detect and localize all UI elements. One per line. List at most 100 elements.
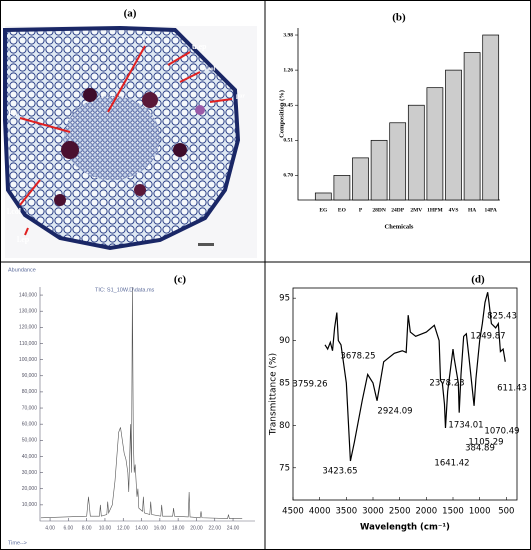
label: u.col <box>203 66 216 72</box>
annotation: TIC: S1_10W.D\data.ms <box>95 287 155 293</box>
y-axis-label: Transmittance (%) <box>269 353 279 436</box>
y-tick-label: 40,000 <box>22 454 38 460</box>
axes <box>292 287 518 501</box>
y-tick-label: 80 <box>279 421 290 431</box>
cell <box>61 141 79 159</box>
bar <box>445 69 462 201</box>
peak-label: 1641.42 <box>434 459 469 469</box>
y-tick-label: 3.98 <box>283 32 293 38</box>
peak-label: 1070.49 <box>484 427 519 437</box>
x-tick-label: 4.00 <box>45 525 55 531</box>
label: x.v <box>141 33 151 42</box>
x-tick-label: 20.00 <box>190 525 203 531</box>
x-tick-label: 4VS <box>449 207 459 213</box>
bar <box>426 87 444 201</box>
x-axis-label: Time--> <box>8 540 27 546</box>
label: Ph <box>8 109 18 118</box>
x-tick-label: 2MV <box>410 207 422 213</box>
peak-label: 1105.29 <box>468 438 503 448</box>
peak-label: 3678.25 <box>340 352 375 362</box>
bar <box>352 157 369 201</box>
x-tick-label: 24DP <box>391 207 404 213</box>
x-tick-label: 2000 <box>416 507 438 517</box>
cell <box>134 184 146 196</box>
x-tick-label: 1500 <box>442 507 464 517</box>
y-tick-label: 95 <box>279 294 290 304</box>
x-tick-label: EG <box>319 207 328 213</box>
y-tick-label: 120,000 <box>19 325 37 331</box>
x-tick-label: 10.00 <box>99 525 112 531</box>
cell <box>173 143 187 157</box>
x-tick-label: P <box>359 207 363 213</box>
x-axis-label: Chemicals <box>385 223 414 230</box>
bar <box>482 34 500 201</box>
x-tick-label: HA <box>468 207 476 213</box>
y-tick-label: 1.26 <box>283 67 293 73</box>
peak-label: 1734.01 <box>448 421 483 431</box>
panel-title: (d) <box>471 274 485 286</box>
y-tick-label: 130,000 <box>19 309 37 315</box>
x-tick-label: 3500 <box>336 507 358 517</box>
x-tick-label: 28DN <box>372 207 385 213</box>
x-tick-label: 8.00 <box>82 525 92 531</box>
peak-label: 825.43 <box>487 312 517 322</box>
y-tick-label: 90,000 <box>22 373 38 379</box>
bar <box>333 175 351 201</box>
x-tick-label: 500 <box>498 507 514 517</box>
panel-title: (a) <box>124 8 137 20</box>
x-tick-label: 3000 <box>362 507 384 517</box>
axes <box>39 287 255 522</box>
scale-bar <box>198 243 214 246</box>
peak-label: 3759.26 <box>292 380 327 390</box>
x-tick-label: 22.00 <box>208 525 221 531</box>
y-tick-label: 60,000 <box>22 422 38 428</box>
x-tick-label: 14.00 <box>135 525 148 531</box>
peak-label: 611.43 <box>497 384 527 394</box>
label: par <box>236 93 245 99</box>
y-tick-label: 70,000 <box>22 405 38 411</box>
x-tick-label: 1000 <box>469 507 491 517</box>
y-tick-label: 140,000 <box>19 292 37 298</box>
arrows <box>19 45 233 236</box>
y-tick-label: 0.51 <box>283 138 293 144</box>
x-tick-label: 6.00 <box>63 525 73 531</box>
label: l.ep <box>17 235 30 244</box>
cell <box>142 92 158 108</box>
bar <box>389 122 407 201</box>
label: l.col <box>7 207 22 216</box>
peak-label: 1249.87 <box>470 332 505 342</box>
label: u.ep <box>192 42 207 51</box>
peak-label: 3423.65 <box>322 467 357 477</box>
x-tick-label: 4000 <box>309 507 331 517</box>
x-tick-label: 1HPM <box>427 207 443 213</box>
peak-label: 384.89 <box>465 444 495 454</box>
bar <box>314 192 332 201</box>
bar <box>463 52 481 201</box>
x-tick-label: 16.00 <box>154 525 167 531</box>
y-tick-label: 100,000 <box>19 357 37 363</box>
y-tick-label: 6.70 <box>283 173 293 179</box>
x-tick-label: 2500 <box>389 507 411 517</box>
y-tick-label: 80,000 <box>22 389 38 395</box>
peak-label: 2924.09 <box>377 407 412 417</box>
panel-title: (b) <box>392 12 406 24</box>
data-line <box>324 292 506 462</box>
y-tick-label: 75 <box>279 463 290 473</box>
x-tick-label: EO <box>338 207 347 213</box>
y-tick-label: 50,000 <box>22 438 38 444</box>
panel-title: (c) <box>174 274 187 286</box>
x-tick-label: 12.00 <box>117 525 130 531</box>
y-tick-label: 30,000 <box>22 470 38 476</box>
y-tick-label: 10,000 <box>22 502 38 508</box>
x-tick-label: 14PA <box>484 207 496 213</box>
cell <box>83 88 97 102</box>
peak-label: 2378.23 <box>429 379 464 389</box>
x-axis-label: Wavelength (cm⁻¹) <box>360 523 450 533</box>
vascular-bundle <box>64 96 160 180</box>
x-tick-label: 4500 <box>282 507 304 517</box>
x-tick-label: 24.00 <box>227 525 240 531</box>
y-tick-label: 0.45 <box>283 102 293 108</box>
micrograph: (a) x.v u.ep u.col par Ph l.col l.ep <box>3 8 257 258</box>
y-tick-label: 20,000 <box>22 486 38 492</box>
